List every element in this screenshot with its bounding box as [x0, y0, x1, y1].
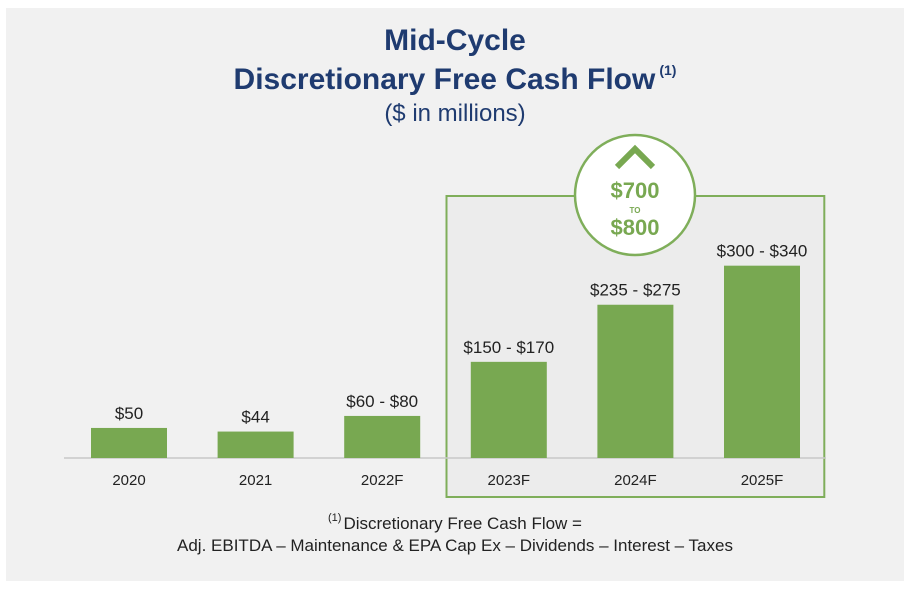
footnote-definition-title: Discretionary Free Cash Flow =	[343, 514, 582, 533]
bar-value-label: $300 - $340	[717, 242, 808, 261]
x-tick-label: 2021	[239, 472, 272, 489]
bar-value-label: $235 - $275	[590, 281, 681, 300]
bar	[724, 265, 800, 458]
chevron-up-icon	[614, 144, 656, 170]
bar	[344, 415, 421, 458]
bar-value-label: $60 - $80	[346, 392, 418, 411]
title-footnote-marker: (1)	[659, 62, 677, 78]
callout-range-high: $800	[611, 215, 660, 240]
chart-title-line2: Discretionary Free Cash Flow (1)	[0, 62, 910, 97]
bar	[217, 431, 294, 458]
x-tick-label: 2022F	[361, 472, 404, 489]
bar	[597, 304, 674, 458]
x-tick-label: 2023F	[488, 472, 531, 489]
bar-value-label: $150 - $170	[463, 338, 554, 357]
chart-subtitle: ($ in millions)	[384, 100, 526, 127]
footnote-line2: Adj. EBITDA – Maintenance & EPA Cap Ex –…	[177, 536, 733, 555]
x-tick-label: 2020	[112, 472, 145, 489]
callout-range-low: $700	[611, 178, 660, 203]
x-tick-label: 2024F	[614, 472, 657, 489]
bar	[470, 361, 547, 458]
footnote-line1: (1) Discretionary Free Cash Flow =	[0, 512, 910, 534]
chart-title-text: Discretionary Free Cash Flow	[233, 63, 656, 96]
bar-value-label: $50	[115, 404, 143, 423]
x-tick-label: 2025F	[741, 472, 784, 489]
callout-range-to: TO	[630, 206, 641, 215]
footnote-marker: (1)	[327, 512, 342, 524]
callout-circle	[573, 133, 697, 257]
bar	[91, 427, 167, 458]
chart-title-line1: Mid-Cycle	[384, 24, 526, 57]
bar-value-label: $44	[241, 408, 269, 427]
